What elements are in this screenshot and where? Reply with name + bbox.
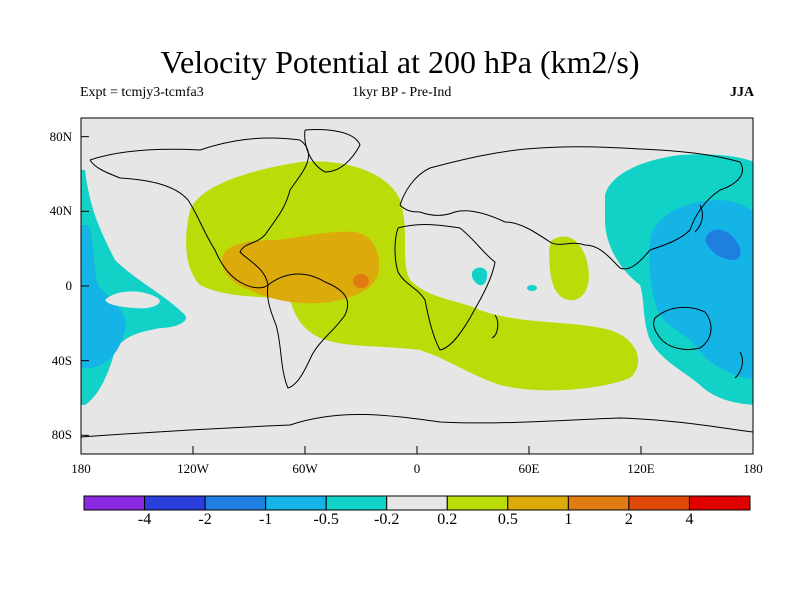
- coastline-greenland: [304, 129, 361, 173]
- positive-peak: [353, 274, 369, 288]
- positive-region-atlantic: [186, 161, 639, 391]
- colorbar-label: 2: [624, 511, 633, 528]
- coastline-japan: [694, 204, 703, 233]
- colorbar-label: -2: [198, 511, 212, 528]
- coastline-north-america: [89, 137, 310, 289]
- y-tick-label: 0: [65, 278, 73, 293]
- colorbar-label: 4: [685, 511, 694, 528]
- colorbar-label: -0.2: [374, 511, 400, 528]
- x-tick-label: 180: [743, 461, 763, 476]
- coastline-antarctica: [81, 413, 753, 438]
- colorbar-swatch: [446, 495, 509, 511]
- coastline-africa: [394, 224, 496, 351]
- y-tick-label: 40S: [51, 352, 72, 368]
- negative-peak-pacific: [705, 229, 741, 260]
- coastline-australia: [653, 306, 712, 351]
- colorbar-label: 0.5: [497, 511, 518, 528]
- coastlines: [81, 129, 753, 438]
- map-title: Velocity Potential at 200 hPa (km2/s): [160, 44, 640, 80]
- x-tick-label: 0: [413, 461, 421, 476]
- x-tick-label: 180: [71, 461, 91, 476]
- colorbar-swatch: [688, 495, 751, 511]
- colorbar-swatch: [325, 495, 388, 511]
- experiment-label: Expt = tcmjy3-tcmfa3: [80, 85, 204, 100]
- negative-core-pacific-east: [81, 225, 126, 368]
- season-label: JJA: [730, 85, 755, 100]
- y-tick-label: 80N: [49, 128, 72, 144]
- positive-core-region: [221, 231, 380, 304]
- positive-region-indian: [549, 236, 589, 301]
- colorbar-swatch: [83, 495, 146, 511]
- y-tick-label: 40N: [49, 203, 72, 219]
- colorbar-swatch: [265, 495, 327, 511]
- coastline-madagascar: [491, 314, 499, 339]
- x-tick-label: 120W: [177, 461, 209, 476]
- y-axis-ticks: [81, 136, 89, 436]
- colorbar-swatch: [144, 495, 206, 511]
- coastline-new-zealand: [734, 351, 743, 379]
- negative-spot-africa: [471, 267, 488, 286]
- x-tick-label: 60E: [518, 461, 540, 476]
- neutral-pocket: [105, 291, 160, 309]
- x-tick-label: 60W: [292, 461, 318, 476]
- x-axis-ticks: [80, 446, 754, 454]
- colorbar-label: -1: [258, 511, 273, 528]
- colorbar-label: 0.2: [437, 511, 458, 528]
- colorbar-label: -0.5: [313, 511, 339, 528]
- y-tick-label: 80S: [51, 427, 72, 443]
- coastline-eurasia: [399, 146, 743, 270]
- x-tick-label: 120E: [627, 461, 655, 476]
- colorbar-swatch: [204, 495, 267, 511]
- colorbar-swatch: [628, 495, 690, 511]
- colorbar-label: 1: [564, 511, 573, 528]
- negative-spot-indian: [527, 285, 537, 291]
- colorbar-swatch: [386, 495, 448, 511]
- coastline-south-america: [267, 273, 349, 389]
- colorbar-label: -4: [137, 511, 152, 528]
- colorbar-swatch: [567, 495, 630, 511]
- period-label: 1kyr BP - Pre-Ind: [352, 85, 452, 100]
- colorbar-swatch: [507, 495, 569, 511]
